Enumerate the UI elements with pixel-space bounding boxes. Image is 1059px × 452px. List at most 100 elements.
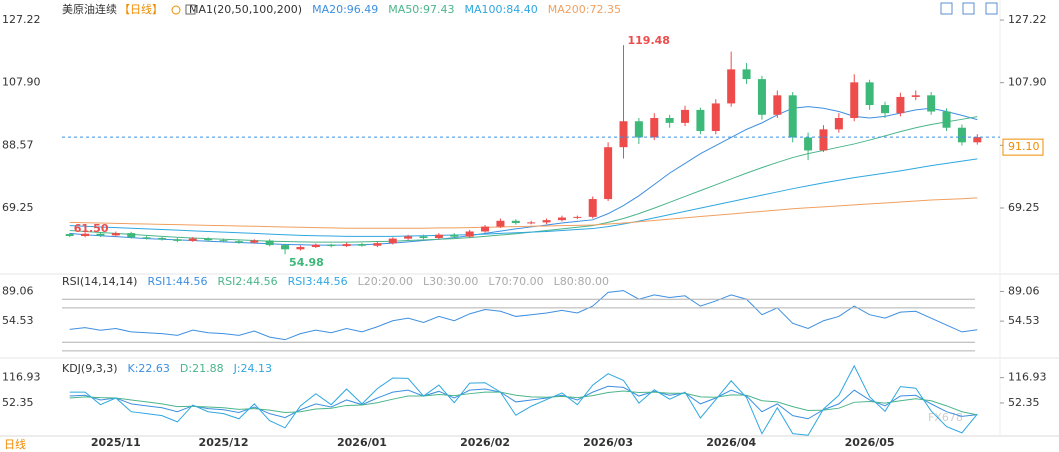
x-tick-label: 2026/05 (845, 436, 895, 449)
toolbar-icons[interactable] (940, 2, 998, 15)
candle-body (311, 244, 320, 248)
y-tick-label-left: 127.22 (2, 13, 41, 26)
footer-label[interactable]: 日线 (4, 437, 26, 451)
candle-body (511, 220, 520, 224)
chart-title: 美原油连续 (62, 2, 117, 16)
candle-body (265, 240, 274, 246)
candle-body (757, 79, 766, 115)
indicator-line (69, 290, 978, 341)
candle-body (127, 233, 136, 238)
candle-body (604, 147, 613, 200)
ma-line (69, 106, 978, 246)
level-legend: L20:20.00 (358, 275, 413, 288)
period-label: 【日线】 (119, 2, 163, 16)
legend-entry: RSI1:44.56 (147, 275, 207, 288)
ma-line (69, 197, 978, 229)
y-tick-label-left: 88.57 (2, 138, 34, 151)
legend-entry: MA100:84.40 (465, 3, 538, 16)
y-tick-label-right: 107.90 (1008, 76, 1047, 89)
candle-body (173, 239, 182, 241)
icon-info (171, 5, 181, 15)
candle-body (573, 216, 582, 218)
candle-body (681, 109, 690, 123)
y-tick-label-left: 89.06 (2, 284, 34, 297)
candle-body (327, 244, 336, 247)
candle-body (357, 244, 366, 246)
candle-body (927, 95, 936, 112)
candle-body (281, 245, 290, 250)
y-tick-label-left: 52.35 (2, 396, 34, 409)
candle-body (481, 226, 490, 232)
x-tick-label: 2026/03 (583, 436, 633, 449)
candle-body (250, 240, 259, 243)
icon-expand[interactable] (940, 2, 953, 15)
candle-body (711, 103, 720, 131)
candle-body (419, 236, 428, 238)
price-annotation: 61.50 (74, 222, 109, 235)
last-price-box (1002, 138, 1044, 156)
y-tick-label-right: 89.06 (1008, 284, 1040, 297)
candle-body (619, 121, 628, 148)
x-tick-label: 2025/11 (91, 436, 141, 449)
candle-body (542, 220, 551, 223)
candle-body (388, 238, 397, 244)
candle-body (465, 231, 474, 237)
candle-body (727, 69, 736, 104)
price-annotation: 54.98 (289, 256, 324, 269)
indicator-line (69, 364, 978, 436)
plot-area (69, 364, 978, 436)
x-tick-label: 2026/02 (460, 436, 510, 449)
icon-close[interactable] (985, 2, 998, 15)
candle-body (373, 243, 382, 246)
candle-body (111, 233, 120, 236)
candle-body (881, 105, 890, 114)
x-tick-label: 2026/04 (706, 436, 756, 449)
candle-body (804, 137, 813, 151)
candle-body (450, 234, 459, 237)
ma-line (69, 158, 978, 237)
candle-body (557, 217, 566, 221)
level-legend: L80:80.00 (554, 275, 609, 288)
plot-area (69, 290, 978, 341)
candle-body (434, 234, 443, 238)
level-legend: L70:70.00 (488, 275, 543, 288)
candle-body (665, 118, 674, 123)
y-tick-label-right: 116.93 (1008, 371, 1047, 384)
y-tick-label-left: 107.90 (2, 76, 41, 89)
candle-body (696, 109, 705, 131)
level-legend: L30:30.00 (423, 275, 478, 288)
candle-body (973, 137, 982, 143)
candle-body (496, 220, 505, 227)
icon-settings[interactable] (962, 2, 975, 15)
indicator-label: MA1(20,50,100,200) (189, 3, 302, 16)
y-tick-label-left: 69.25 (2, 201, 34, 214)
candle-body (65, 234, 74, 237)
candle-body (157, 237, 166, 240)
legend-entry: D:21.88 (180, 362, 224, 375)
indicator-line (69, 390, 978, 416)
candle-body (142, 237, 151, 239)
y-tick-label-right: 69.25 (1008, 201, 1040, 214)
candle-body (634, 121, 643, 138)
candle-body (81, 233, 90, 237)
candle-body (404, 236, 413, 239)
candle-body (865, 82, 874, 106)
candle-body (742, 69, 751, 80)
x-tick-label: 2026/01 (337, 436, 387, 449)
y-tick-label-right: 54.53 (1008, 314, 1040, 327)
icon-edit (185, 4, 196, 15)
y-tick-label-right: 52.35 (1008, 396, 1040, 409)
candle-body (942, 111, 951, 128)
candle-body (588, 199, 597, 217)
plot-area (65, 45, 982, 255)
candle-body (204, 238, 213, 241)
legend-entry: J:24.13 (233, 362, 272, 375)
price-annotation: 119.48 (627, 34, 669, 47)
candle-body (342, 244, 351, 247)
candle-body (834, 118, 843, 130)
candle-body (788, 95, 797, 138)
candle-body (896, 96, 905, 114)
last-price-label: 91.10 (1008, 140, 1040, 153)
